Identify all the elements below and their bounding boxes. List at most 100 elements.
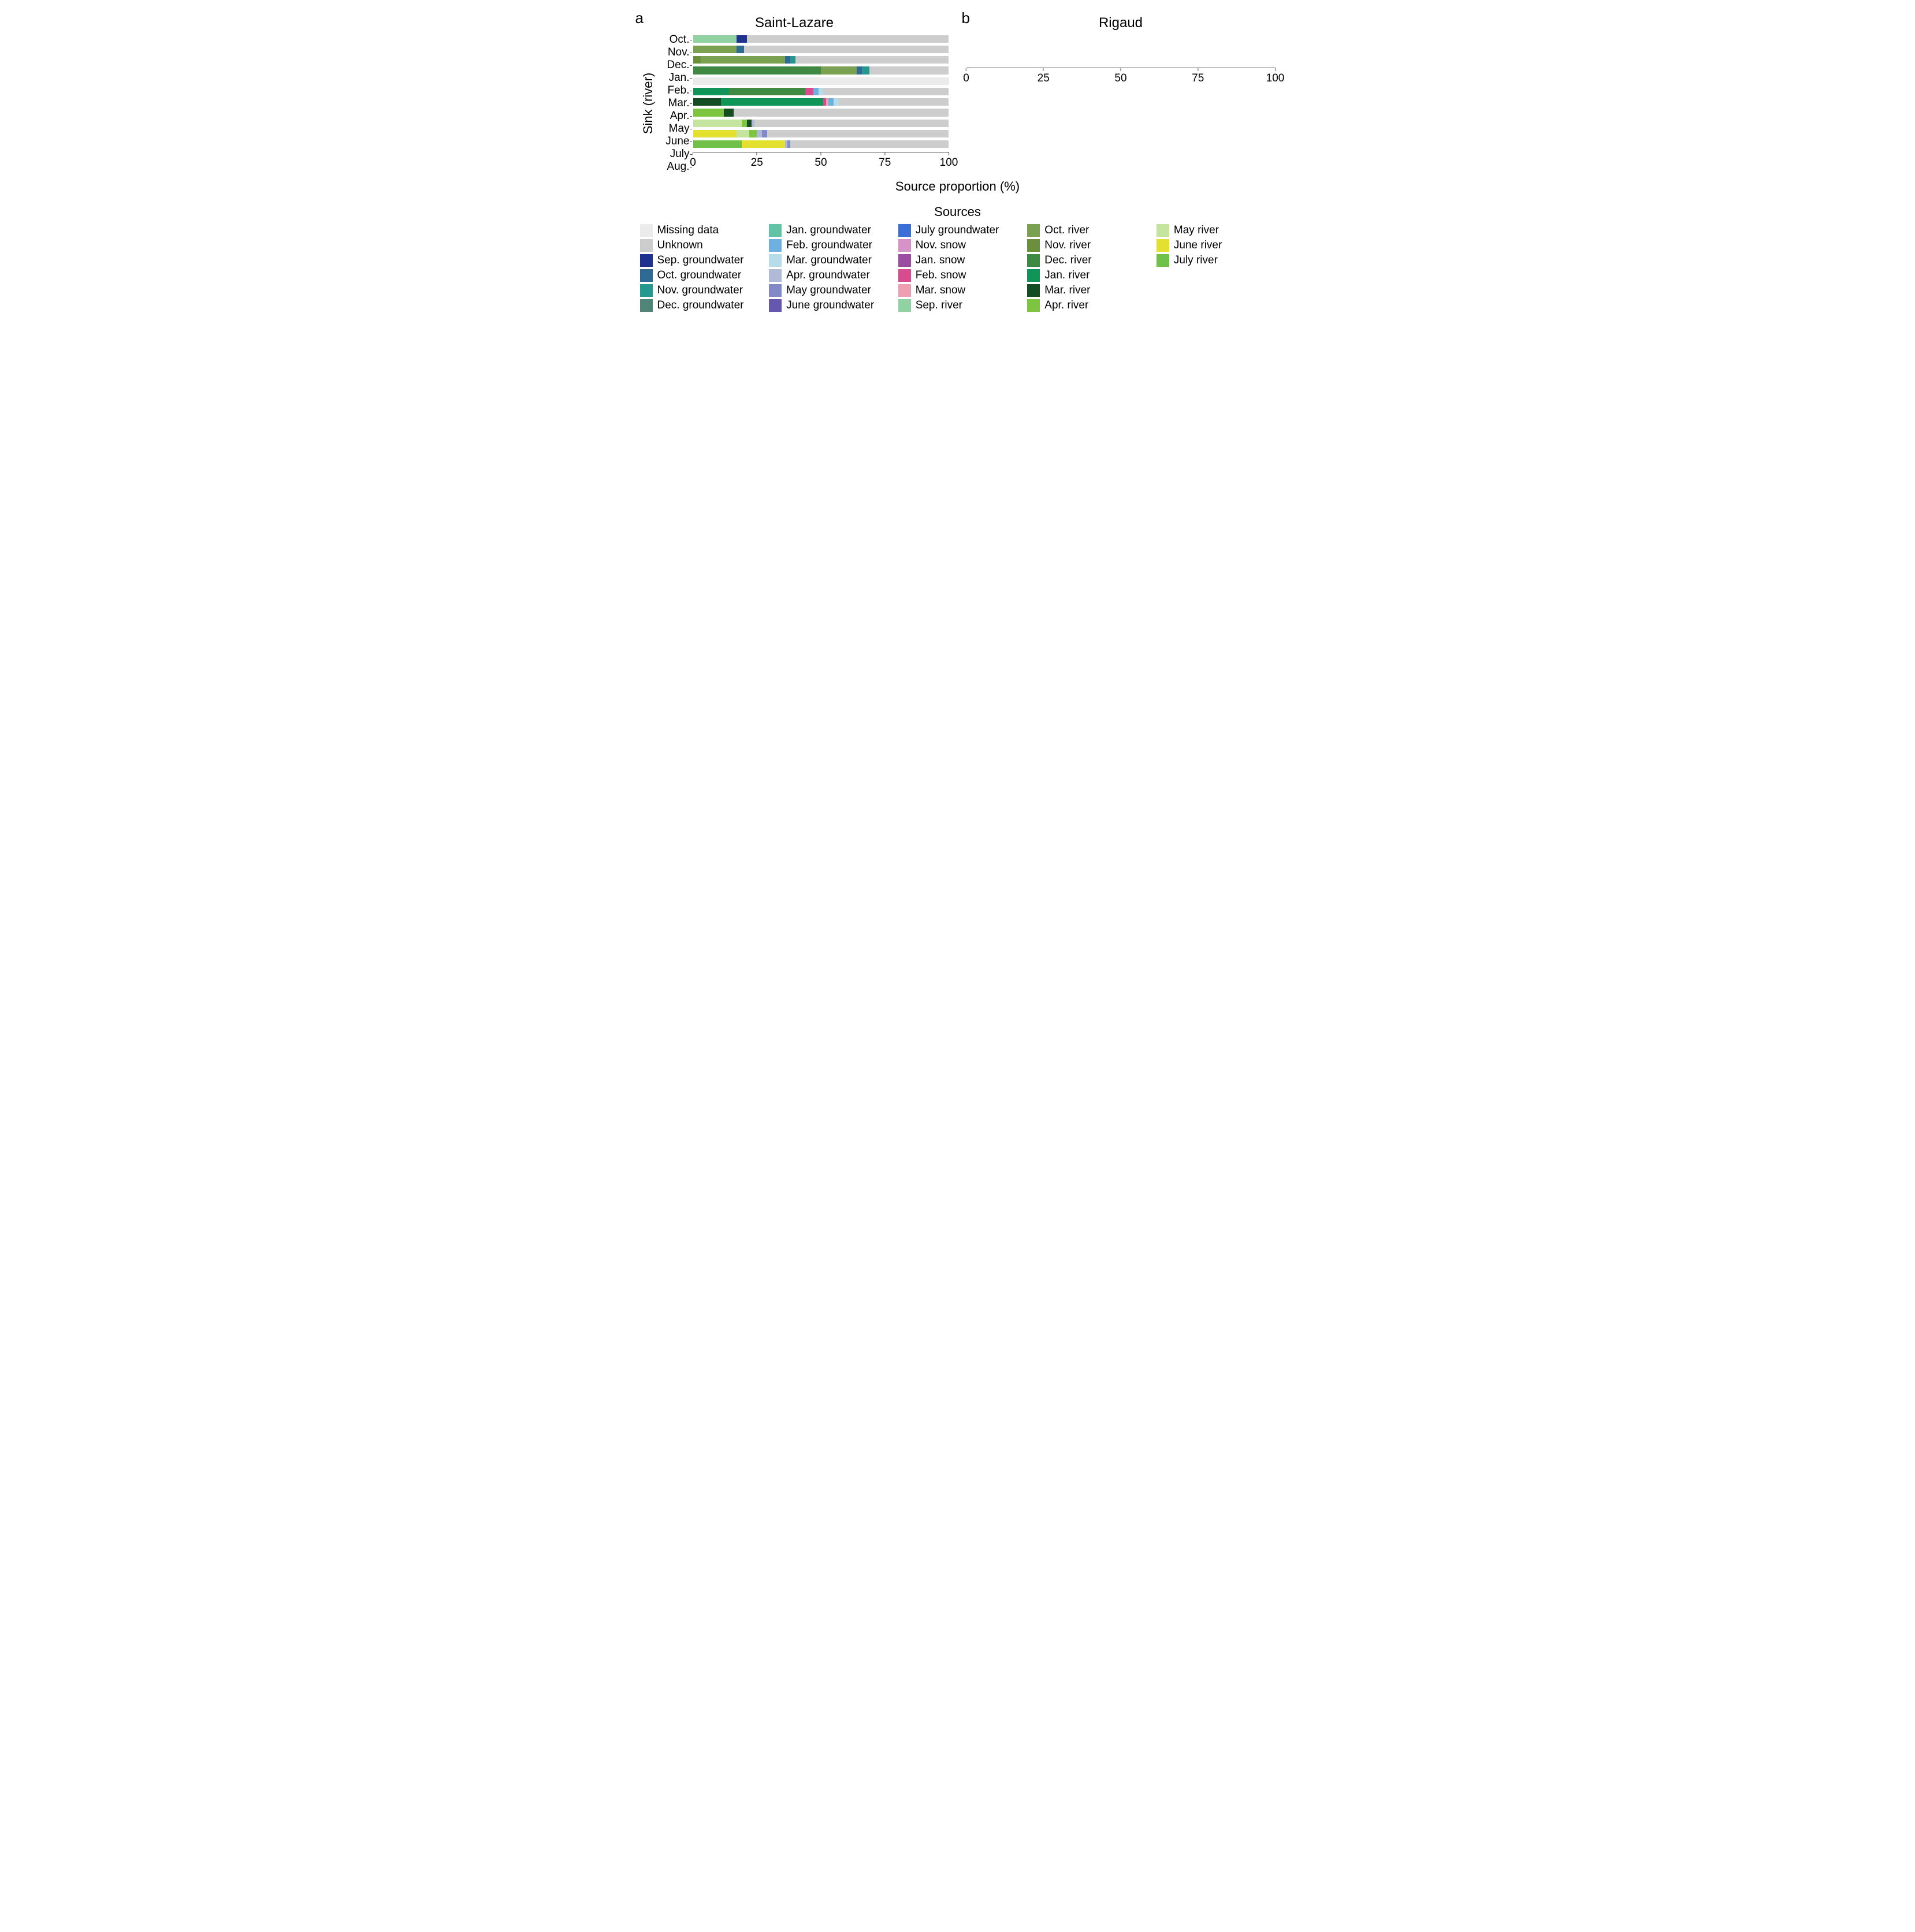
segment-unknown — [747, 35, 949, 43]
legend-swatch — [1027, 299, 1040, 312]
y-tick: Oct. — [656, 33, 690, 46]
segment-rv_jun — [742, 140, 785, 148]
legend-item: Mar. groundwater — [769, 254, 888, 267]
segment-gw_oct — [785, 56, 790, 64]
segment-sn_feb — [805, 88, 813, 95]
segment-rv_jan — [693, 88, 729, 95]
legend-item: Dec. river — [1027, 254, 1146, 267]
legend-label: Feb. groundwater — [786, 239, 872, 252]
bar — [693, 66, 949, 74]
legend-swatch — [1027, 269, 1040, 282]
segment-gw_feb — [828, 98, 834, 106]
legend-label: Unknown — [657, 239, 703, 252]
legend-swatch — [640, 224, 653, 237]
segment-gw_nov — [862, 66, 869, 74]
legend-item: Missing data — [640, 224, 759, 237]
legend: Sources Missing dataUnknownSep. groundwa… — [640, 204, 1276, 312]
segment-unknown — [790, 140, 949, 148]
bar-row — [693, 107, 949, 118]
segment-rv_mar — [693, 98, 722, 106]
x-tick: 25 — [1038, 68, 1050, 85]
legend-label: Jan. snow — [916, 254, 965, 267]
y-tick: Nov. — [656, 46, 690, 59]
legend-swatch — [769, 299, 782, 312]
legend-item: Apr. river — [1027, 299, 1146, 312]
segment-gw_mar — [834, 98, 839, 106]
panel-b: bRigaud0255075100 — [966, 12, 1276, 176]
y-tick: Apr. — [656, 110, 690, 122]
legend-swatch — [640, 269, 653, 282]
bar — [693, 98, 949, 106]
segment-unknown — [823, 88, 949, 95]
legend-swatch — [640, 284, 653, 297]
y-tick: Mar. — [656, 97, 690, 110]
segment-gw_may — [762, 130, 767, 137]
legend-item: Nov. snow — [898, 239, 1017, 252]
panel-title: Saint-Lazare — [640, 15, 949, 31]
segment-gw_feb — [813, 88, 819, 95]
segment-rv_oct — [693, 46, 737, 53]
legend-label: Sep. groundwater — [657, 254, 744, 267]
y-tick: Aug. — [656, 161, 690, 173]
segment-rv_oct — [701, 56, 785, 64]
segment-rv_nov — [693, 56, 701, 64]
legend-label: Oct. river — [1044, 224, 1089, 237]
segment-rv_may — [693, 120, 742, 127]
legend-label: Jan. river — [1044, 269, 1089, 282]
segment-unknown — [767, 130, 949, 137]
plot-area: 0255075100 — [693, 31, 949, 176]
segment-rv_sep — [693, 35, 737, 43]
legend-swatch — [769, 224, 782, 237]
segment-rv_apr — [693, 109, 724, 116]
legend-item: Nov. groundwater — [640, 284, 759, 297]
x-tick: 75 — [879, 152, 891, 169]
legend-swatch — [1027, 254, 1040, 267]
legend-item: Mar. river — [1027, 284, 1146, 297]
bar-row — [966, 62, 1276, 65]
legend-grid: Missing data Unknown Sep. groundwater Oct. … — [640, 224, 1276, 312]
segment-rv_apr — [742, 120, 747, 127]
segment-unknown — [754, 120, 949, 127]
x-tick: 100 — [940, 152, 958, 169]
legend-item: July river — [1157, 254, 1276, 267]
legend-label: June groundwater — [786, 299, 874, 312]
x-tick: 75 — [1192, 68, 1204, 85]
segment-unknown — [744, 46, 949, 53]
legend-label: Apr. river — [1044, 299, 1088, 312]
legend-label: Missing data — [657, 224, 719, 237]
legend-swatch — [898, 284, 911, 297]
segment-rv_dec — [729, 88, 806, 95]
segment-rv_jun — [693, 130, 737, 137]
bar — [693, 140, 949, 148]
legend-item: Mar. snow — [898, 284, 1017, 297]
y-tick: June — [656, 135, 690, 148]
legend-label: June river — [1174, 239, 1222, 252]
bar-row — [693, 128, 949, 139]
legend-label: Apr. groundwater — [786, 269, 870, 282]
legend-item: Dec. groundwater — [640, 299, 759, 312]
y-axis-label-box: Sink (river) — [640, 31, 656, 176]
legend-swatch — [898, 299, 911, 312]
segment-gw_mar — [819, 88, 824, 95]
legend-swatch — [1027, 284, 1040, 297]
legend-label: Nov. groundwater — [657, 284, 743, 297]
legend-item: Unknown — [640, 239, 759, 252]
panel-letter: b — [962, 9, 970, 27]
legend-swatch — [769, 239, 782, 252]
segment-gw_oct — [857, 66, 862, 74]
segment-missing — [693, 77, 949, 85]
y-axis-label: Sink (river) — [641, 73, 656, 134]
legend-swatch — [769, 269, 782, 282]
bar-row — [693, 86, 949, 96]
legend-item: Apr. groundwater — [769, 269, 888, 282]
plot-row: 0255075100 — [966, 31, 1276, 91]
x-axis-label: Source proportion (%) — [640, 179, 1276, 194]
segment-rv_dec — [693, 66, 821, 74]
legend-item: June groundwater — [769, 299, 888, 312]
legend-label: Mar. snow — [916, 284, 966, 297]
legend-label: July groundwater — [916, 224, 999, 237]
panels-row: aSaint-LazareSink (river)Oct.Nov.Dec.Jan… — [640, 12, 1276, 176]
x-tick: 25 — [751, 152, 763, 169]
bar — [693, 46, 949, 53]
segment-gw_apr — [757, 130, 762, 137]
